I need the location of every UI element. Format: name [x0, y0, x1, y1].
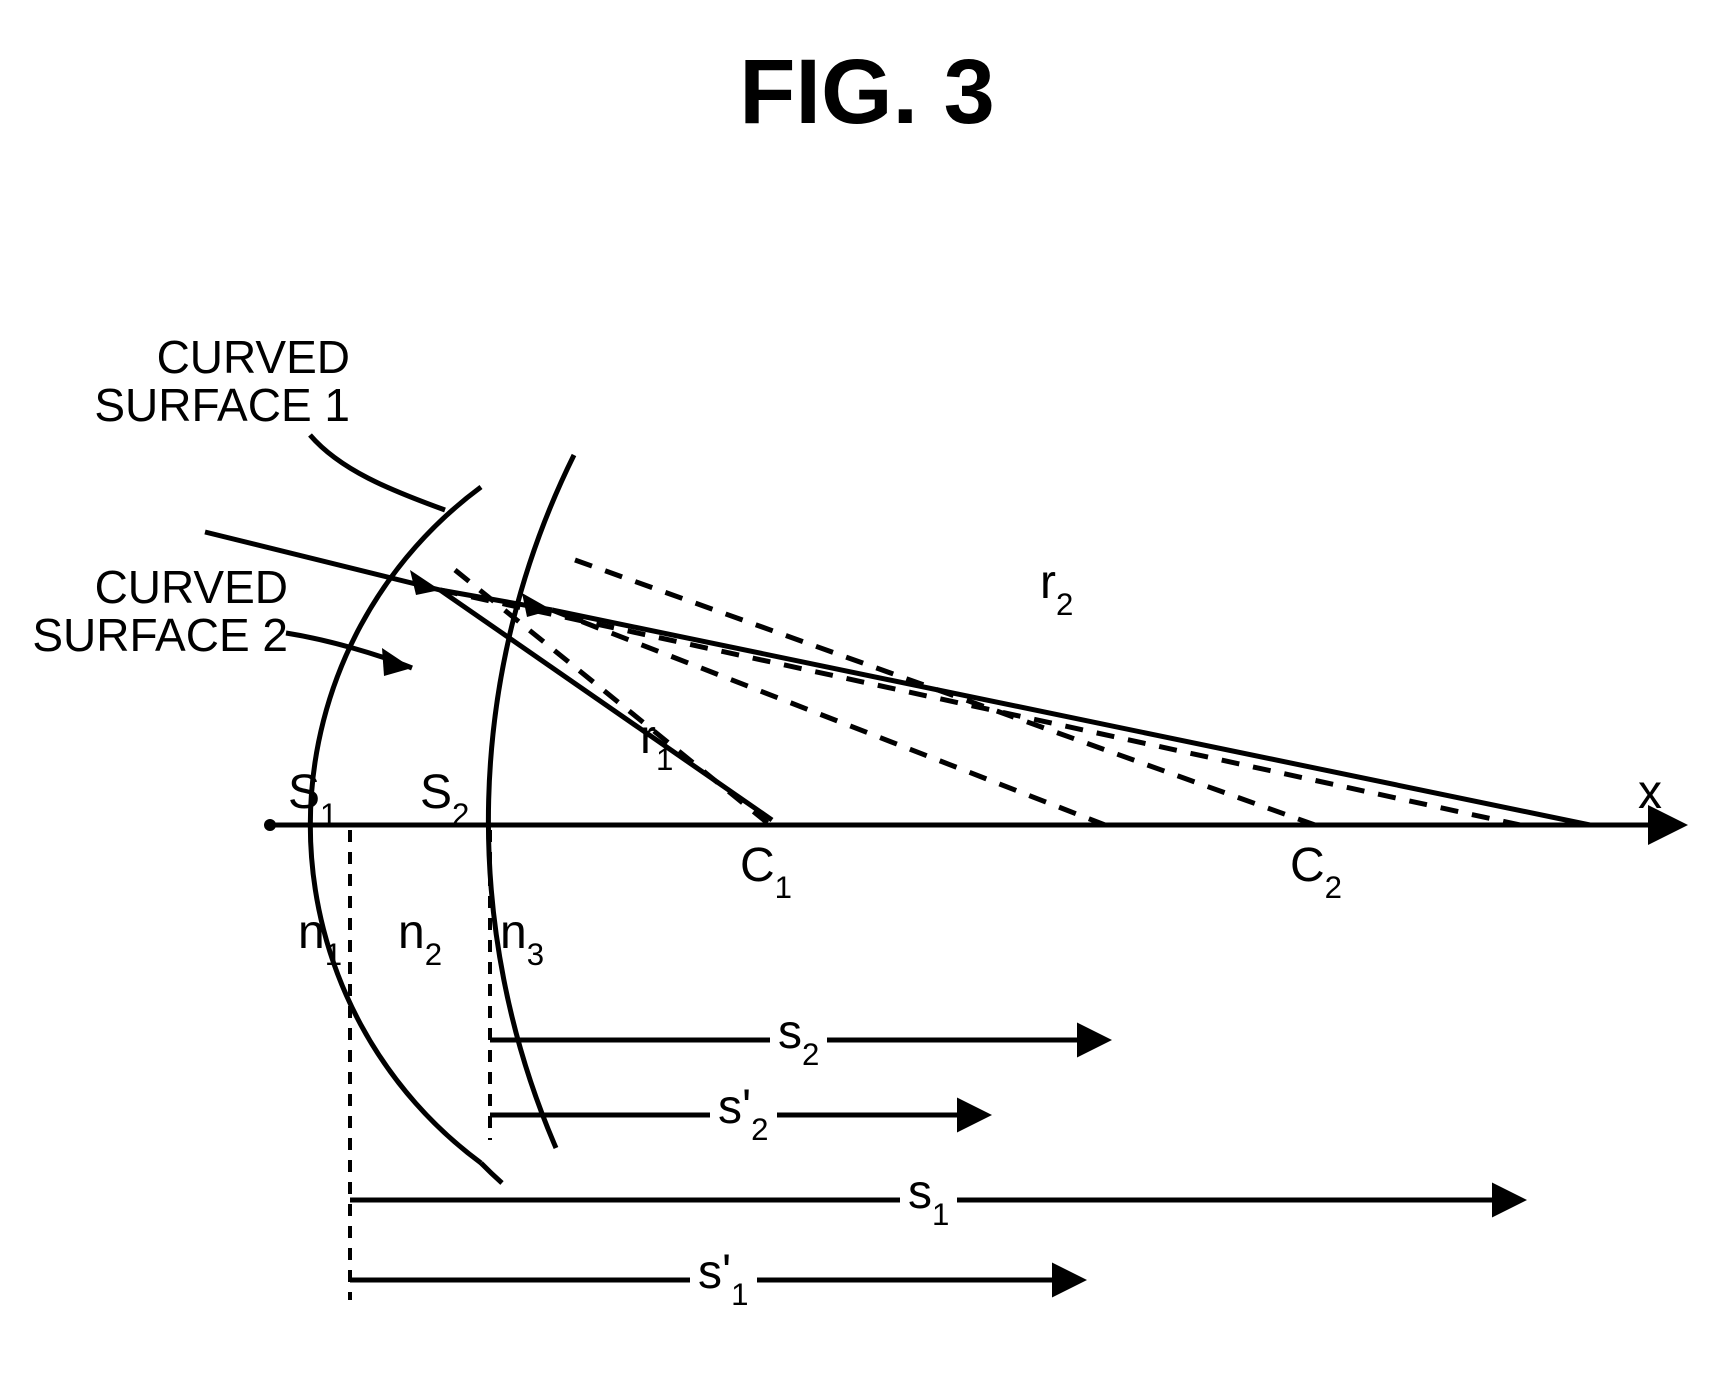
c1-label-base: C	[740, 839, 775, 892]
callout-1-line2: SURFACE 1	[94, 379, 350, 431]
s1p-dist-label: s'1	[690, 1245, 757, 1307]
n2-label: n2	[398, 905, 442, 967]
n1-label-sub: 1	[325, 937, 342, 972]
n3-label: n3	[500, 905, 544, 967]
curved-surface-2-arc	[488, 455, 574, 1148]
r1-label-sub: 1	[656, 742, 673, 777]
n3-label-base: n	[500, 906, 527, 959]
s1-dist-base: s	[908, 1166, 932, 1219]
c2-label: C2	[1290, 838, 1342, 900]
c2-label-base: C	[1290, 839, 1325, 892]
s2-dist-base: s	[778, 1006, 802, 1059]
s2-label: S2	[420, 765, 469, 827]
r2-label-sub: 2	[1056, 587, 1073, 622]
callout-surface-1: CURVED SURFACE 1	[90, 333, 350, 430]
s1p-dist-base: s'	[698, 1246, 731, 1299]
s1p-dist-sub: 1	[731, 1277, 748, 1312]
radius-r2-upper	[575, 560, 1315, 825]
n1-label: n1	[298, 905, 342, 967]
callout-surface-2: CURVED SURFACE 2	[28, 563, 288, 660]
s2p-dist-label: s'2	[710, 1080, 777, 1142]
s1-dist-sub: 1	[932, 1197, 949, 1232]
refracted-ray	[552, 610, 1590, 825]
callout-2-line1: CURVED	[95, 561, 288, 613]
c2-label-sub: 2	[1325, 870, 1342, 905]
callout-2-arrow	[382, 648, 412, 676]
callout-2-line2: SURFACE 2	[32, 609, 288, 661]
s1-dist-label: s1	[900, 1165, 957, 1227]
c1-label: C1	[740, 838, 792, 900]
s2p-dist-base: s'	[718, 1081, 751, 1134]
r2-label-base: r	[1040, 556, 1056, 609]
r2-label: r2	[1040, 555, 1073, 617]
callout-1-line1: CURVED	[157, 331, 350, 383]
n1-label-base: n	[298, 906, 325, 959]
s1-label-sub: 1	[320, 797, 337, 832]
n2-label-base: n	[398, 906, 425, 959]
dashed-incident-extend	[440, 590, 1520, 825]
figure-svg	[0, 0, 1734, 1385]
s2-label-base: S	[420, 766, 452, 819]
s2-dist-sub: 2	[802, 1037, 819, 1072]
axis-x-label: x	[1638, 765, 1662, 820]
curved-surface-1-arc-ext	[481, 1163, 502, 1183]
callout-1-leader	[310, 435, 445, 510]
r1-label-base: r	[640, 711, 656, 764]
s2p-dist-sub: 2	[751, 1112, 768, 1147]
r1-label: r1	[640, 710, 673, 772]
c1-label-sub: 1	[775, 870, 792, 905]
n3-label-sub: 3	[527, 937, 544, 972]
s1-label: S1	[288, 765, 337, 827]
s2-label-sub: 2	[452, 797, 469, 832]
n2-label-sub: 2	[425, 937, 442, 972]
axis-origin-dot	[264, 819, 276, 831]
s2-dist-label: s2	[770, 1005, 827, 1067]
s1-label-base: S	[288, 766, 320, 819]
